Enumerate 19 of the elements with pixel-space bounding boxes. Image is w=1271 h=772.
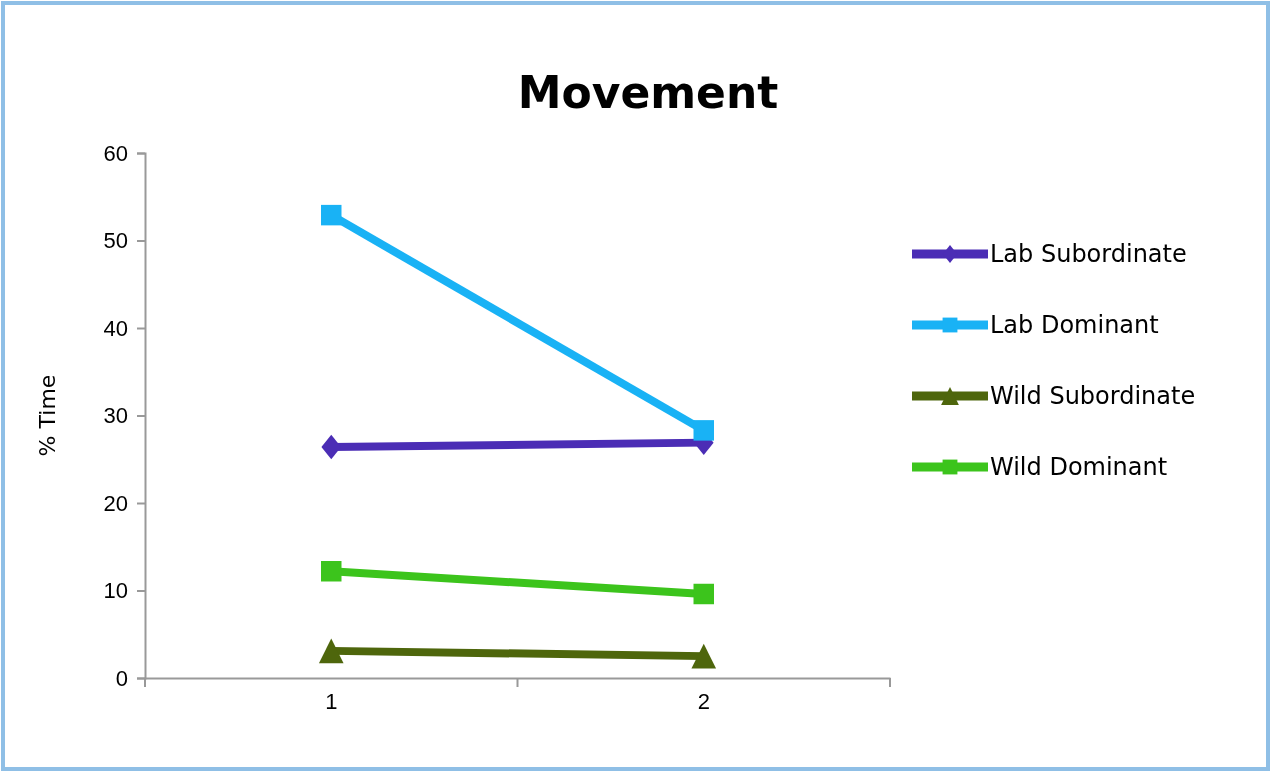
point: [321, 204, 342, 226]
point: [693, 420, 714, 441]
y-tick-label: 0: [115, 665, 128, 691]
legend-label: Wild Subordinate: [990, 382, 1196, 410]
legend-label: Lab Dominant: [990, 311, 1159, 339]
legend-label: Lab Subordinate: [990, 240, 1187, 268]
point: [321, 561, 342, 582]
chart-title: Movement: [517, 67, 779, 118]
y-axis-title: % Time: [35, 374, 60, 457]
y-tick-label: 20: [103, 490, 128, 516]
y-tick-label: 30: [103, 403, 128, 429]
x-tick-label: 1: [325, 689, 338, 714]
y-tick-label: 60: [103, 140, 128, 166]
y-tick-label: 10: [103, 578, 128, 604]
x-tick-label: 2: [697, 689, 710, 714]
y-tick-label: 50: [103, 228, 128, 254]
legend-label: Wild Dominant: [990, 453, 1168, 481]
y-tick-label: 40: [103, 315, 128, 341]
point: [693, 583, 714, 605]
